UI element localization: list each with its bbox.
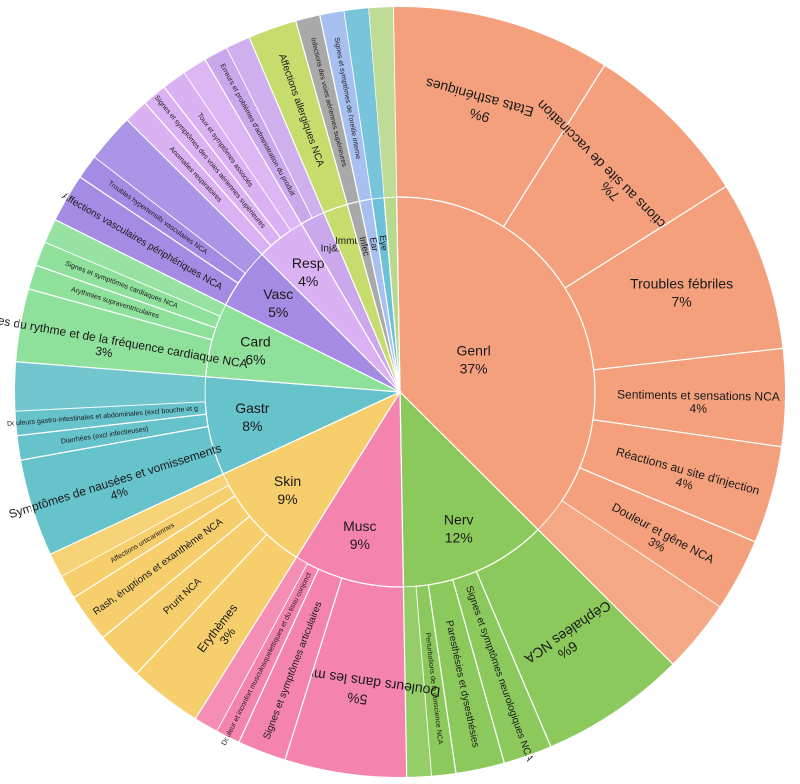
inner-percent: 4% (298, 273, 318, 289)
chart-outline (13, 5, 787, 779)
inner-label: Immun (335, 236, 366, 247)
inner-label: Eye (378, 235, 390, 252)
inner-label: Card (240, 334, 270, 350)
outer-percent: 4% (690, 401, 708, 415)
inner-label: Gastr (235, 400, 270, 416)
inner-percent: 9% (350, 536, 370, 552)
outer-label: Sentiments et sensations NCA (617, 387, 780, 403)
inner-label: Genrl (457, 342, 491, 358)
inner-percent: 6% (245, 352, 265, 368)
inner-percent: 12% (445, 530, 473, 546)
inner-label: Nerv (444, 512, 474, 528)
outer-percent: 3% (94, 344, 114, 361)
outer-percent: 5% (346, 689, 368, 708)
inner-label: Musc (343, 518, 376, 534)
inner-percent: 5% (268, 304, 288, 320)
outer-percent: 4% (674, 475, 695, 493)
inner-label: Inj&P (321, 244, 345, 255)
inner-percent: 37% (460, 360, 488, 376)
inner-percent: 9% (277, 491, 297, 507)
inner-label: Skin (274, 473, 301, 489)
outer-label: Troubles fébriles (630, 276, 733, 292)
inner-label: Vasc (263, 286, 293, 302)
inner-label: Resp (292, 255, 325, 271)
inner-percent: 8% (242, 418, 262, 434)
outer-percent: 4% (109, 484, 130, 503)
outer-percent: 9% (468, 105, 492, 126)
outer-percent: 7% (671, 294, 691, 310)
